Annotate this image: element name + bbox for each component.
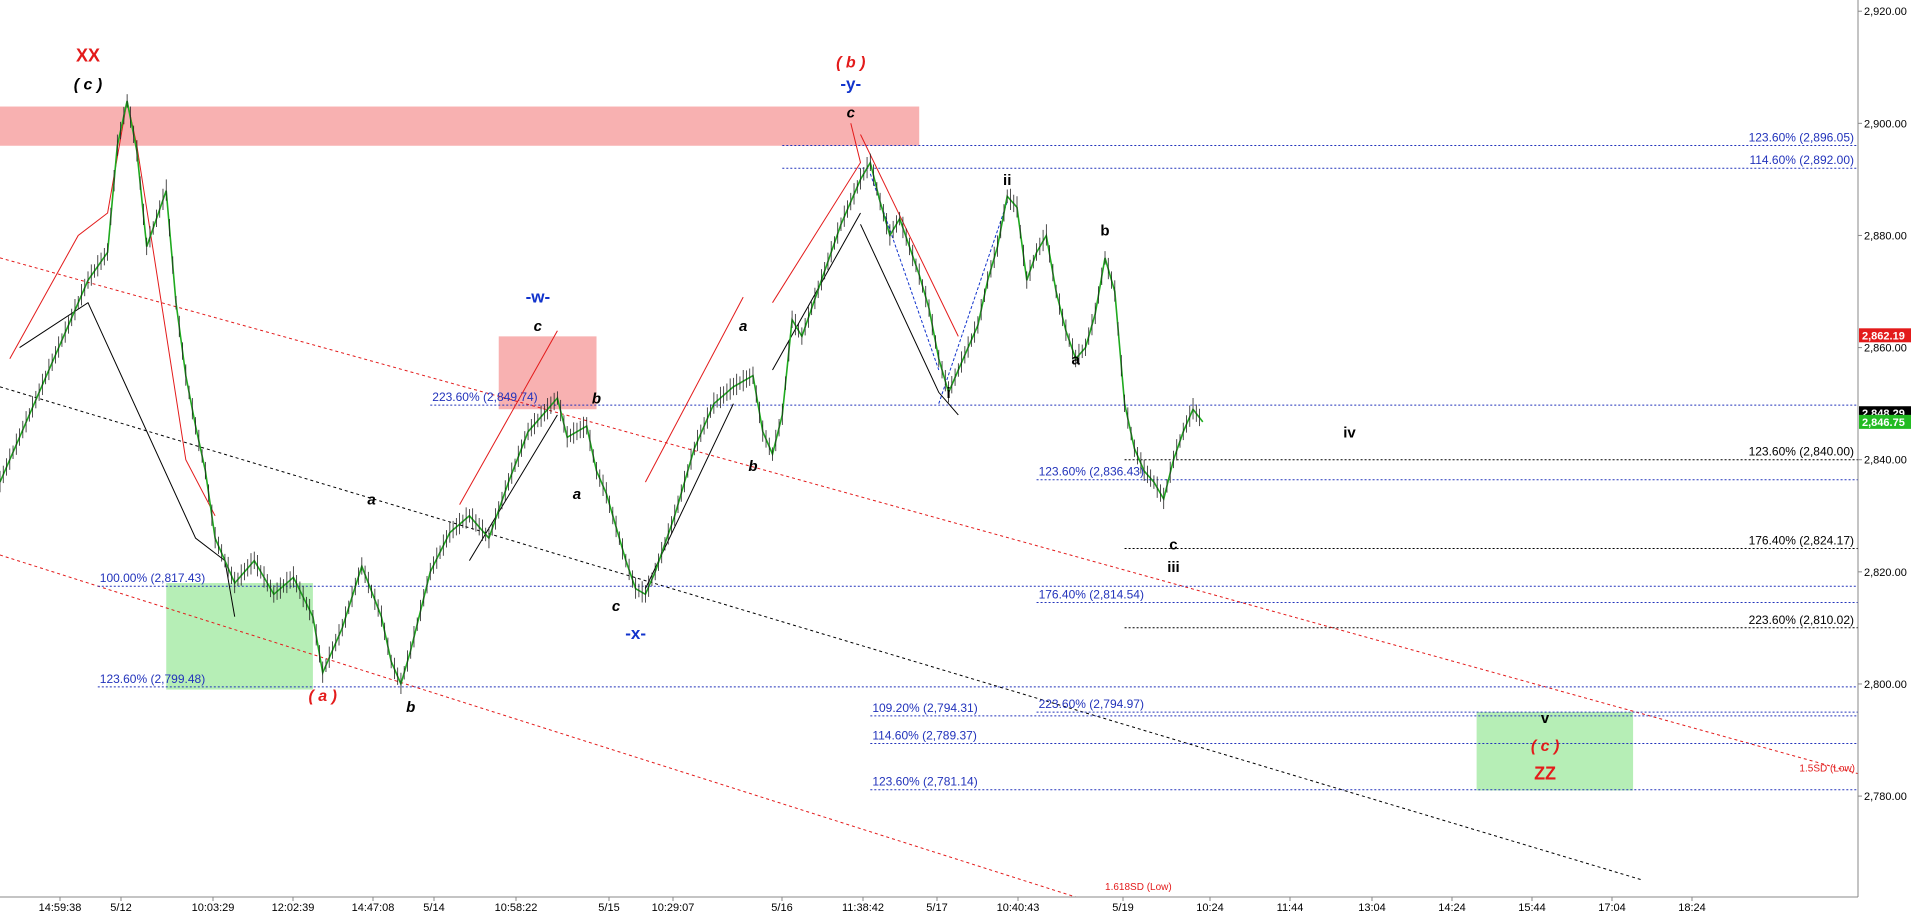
x-tick-label: 13:04 — [1358, 902, 1386, 914]
fib-level-label: 123.60% (2,896.05) — [1749, 130, 1854, 144]
y-tick-label: 2,920.00 — [1864, 6, 1907, 18]
fib-level-label: 176.40% (2,824.17) — [1749, 533, 1854, 547]
fib-level-label: 123.60% (2,840.00) — [1749, 445, 1854, 459]
y-tick-label: 2,840.00 — [1864, 455, 1907, 467]
price-tag-label: 2,846.75 — [1862, 417, 1905, 429]
price-tags-layer: 2,862.192,848.292,846.75 — [1859, 328, 1911, 429]
wave-helper-line — [860, 224, 959, 416]
x-tick-label: 17:04 — [1598, 902, 1626, 914]
fib-level-label: 223.60% (2,810.02) — [1749, 613, 1854, 627]
fib-level-label: 123.60% (2,781.14) — [872, 775, 977, 789]
y-axis: 2,920.00 2,900.00 2,880.00 2,860.00 2,840.00… — [1858, 6, 1907, 803]
x-tick-label: 18:24 — [1678, 902, 1706, 914]
wave-label: v — [1541, 710, 1550, 727]
wave-label: b — [748, 458, 757, 475]
x-axis: 14:59:38 5/12 10:03:29 12:02:39 14:47:08 5/14… — [39, 897, 1706, 914]
wave-helper-line — [459, 330, 558, 505]
wave-label: b — [592, 391, 601, 408]
fib-level-label: 223.60% (2,849.74) — [432, 390, 537, 404]
channel-line — [0, 386, 1644, 881]
wave-label: iv — [1343, 424, 1356, 441]
wave-helper-line — [644, 296, 744, 483]
fib-level-label: 109.20% (2,794.31) — [872, 701, 977, 715]
price-tag-box — [1859, 328, 1911, 343]
x-tick-label: 11:38:42 — [842, 902, 884, 914]
target-zone — [1476, 711, 1634, 791]
x-tick-label: 5/19 — [1112, 902, 1133, 914]
channel-lines-layer: 1.5SD (Low) 1.618SD (Low) — [0, 257, 1859, 898]
price-tag-box — [1859, 414, 1911, 429]
x-tick-label: 14:47:08 — [352, 902, 395, 914]
zones-layer — [0, 106, 1634, 791]
x-tick-label: 5/17 — [926, 902, 947, 914]
wave-label: a — [1072, 351, 1081, 368]
wave-label: c — [534, 318, 543, 335]
wave-label: a — [573, 486, 581, 503]
x-tick-label: 5/12 — [110, 902, 131, 914]
fibonacci-levels-layer: 123.60% (2,896.05) 114.60% (2,892.00) 223.… — [97, 130, 1858, 791]
wave-label: b — [1100, 222, 1109, 239]
bottom-sd-label: 1.618SD (Low) — [1105, 882, 1172, 893]
fib-level-label: 123.60% (2,799.48) — [100, 672, 205, 686]
wave-label: ZZ — [1534, 763, 1556, 783]
y-tick-label: 2,860.00 — [1864, 343, 1907, 355]
channel-line-label: 1.5SD (Low) — [1799, 764, 1855, 775]
target-zone — [0, 106, 920, 146]
wave-label: a — [367, 492, 375, 509]
wave-helper-line — [772, 123, 862, 303]
target-zone — [166, 583, 313, 690]
fib-level-label: 100.00% (2,817.43) — [100, 571, 205, 585]
x-tick-label: 10:40:43 — [997, 902, 1040, 914]
x-tick-label: 10:24 — [1196, 902, 1224, 914]
x-tick-label: 5/16 — [771, 902, 792, 914]
wave-label: c — [1169, 536, 1177, 553]
fib-level-label: 114.60% (2,892.00) — [1749, 153, 1854, 167]
wave-label: -x- — [625, 624, 646, 643]
wave-helper-line — [19, 301, 236, 617]
x-tick-label: 10:03:29 — [192, 902, 235, 914]
wave-label: ( c ) — [74, 77, 102, 94]
wave-label: ( c ) — [1531, 738, 1559, 755]
x-tick-label: 15:44 — [1518, 902, 1546, 914]
x-tick-label: 5/14 — [423, 902, 444, 914]
price-tag-label: 2,862.19 — [1862, 330, 1905, 342]
wave-label: i — [946, 385, 950, 402]
wave-label: iii — [1167, 559, 1180, 576]
wave-helper-line — [772, 212, 861, 371]
y-tick-label: 2,820.00 — [1864, 567, 1907, 579]
y-tick-label: 2,780.00 — [1864, 791, 1907, 803]
wave-label: ( b ) — [836, 54, 865, 71]
wave-helper-line — [860, 134, 959, 337]
x-tick-label: 12:02:39 — [272, 902, 315, 914]
wave-label: ( a ) — [308, 688, 336, 705]
wave-helper-line — [468, 414, 558, 561]
wave-label: a — [739, 318, 747, 335]
fib-level-label: 114.60% (2,789.37) — [872, 729, 977, 743]
x-tick-label: 10:58:22 — [495, 902, 538, 914]
x-tick-label: 10:29:07 — [652, 902, 695, 914]
wave-label: ii — [1003, 172, 1011, 189]
wave-label: b — [406, 699, 415, 716]
x-tick-label: 14:59:38 — [39, 902, 82, 914]
wave-label: XX — [76, 46, 100, 66]
y-tick-label: 2,900.00 — [1864, 118, 1907, 130]
wave-helper-line — [938, 201, 1008, 404]
fib-level-label: 223.60% (2,794.97) — [1039, 697, 1144, 711]
fib-level-label: 123.60% (2,836.43) — [1039, 465, 1144, 479]
x-tick-label: 14:24 — [1438, 902, 1466, 914]
x-tick-label: 5/15 — [598, 902, 619, 914]
x-tick-label: 11:44 — [1277, 902, 1304, 914]
y-tick-label: 2,800.00 — [1864, 679, 1907, 691]
wave-label: c — [612, 598, 621, 615]
wave-label: c — [847, 105, 856, 122]
fib-level-label: 176.40% (2,814.54) — [1039, 587, 1144, 601]
wave-label: -w- — [526, 288, 551, 307]
wave-label: -y- — [840, 75, 861, 94]
y-tick-label: 2,880.00 — [1864, 230, 1907, 242]
price-series-layer — [0, 94, 1204, 695]
channel-line — [0, 554, 1076, 898]
